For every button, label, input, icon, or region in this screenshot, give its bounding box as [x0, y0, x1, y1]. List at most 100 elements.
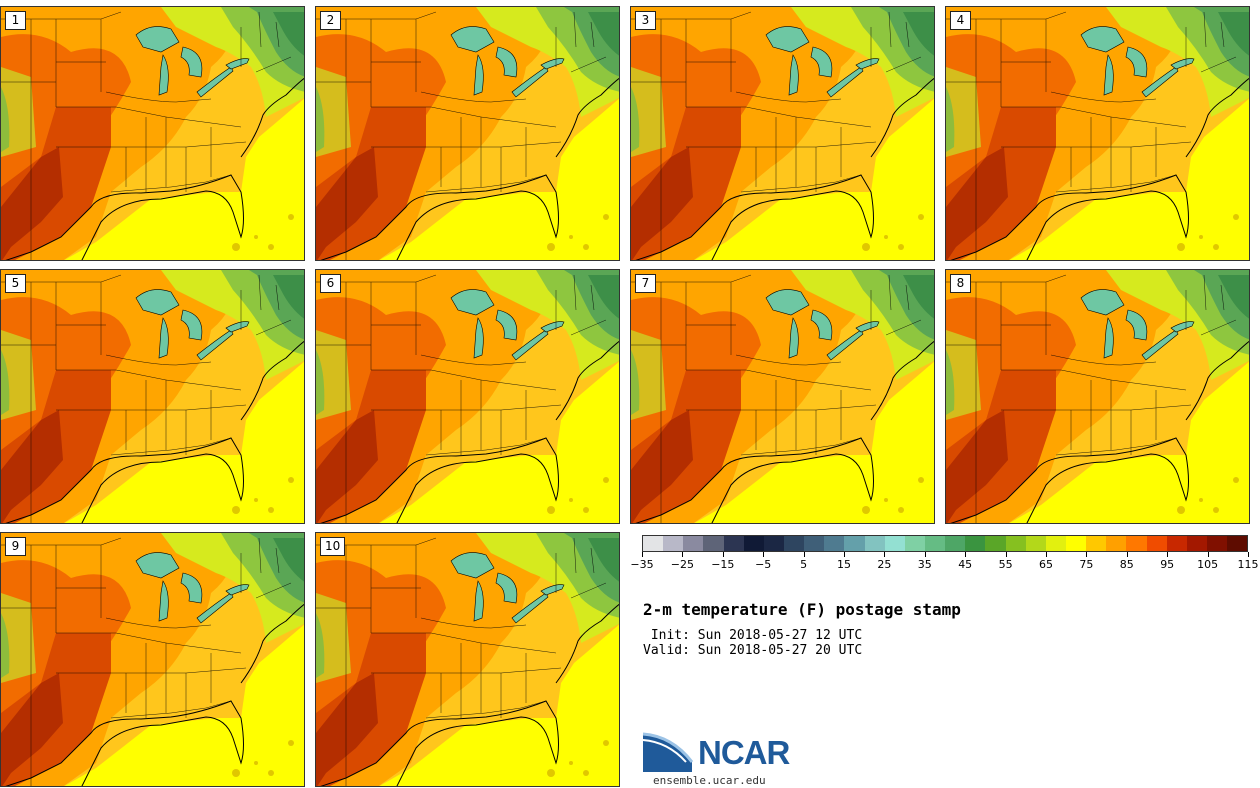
colorbar-tick-label: −35 — [630, 558, 654, 571]
colorbar-swatch — [864, 536, 885, 551]
colorbar-swatch — [884, 536, 905, 551]
temperature-map-7 — [631, 270, 934, 523]
colorbar-swatch — [824, 536, 845, 551]
colorbar-tick-label: −15 — [711, 558, 735, 571]
colorbar-tick-label: 45 — [958, 558, 973, 571]
member-label-9: 9 — [5, 537, 26, 556]
temperature-map-9 — [1, 533, 304, 786]
member-label-2: 2 — [320, 11, 341, 30]
colorbar-swatch — [1146, 536, 1167, 551]
colorbar-swatch — [985, 536, 1006, 551]
colorbar-swatch — [663, 536, 684, 551]
member-panel-6: 6 — [315, 269, 620, 524]
colorbar-swatch — [1126, 536, 1147, 551]
temperature-map-8 — [946, 270, 1249, 523]
colorbar-swatch — [1045, 536, 1066, 551]
member-panel-4: 4 — [945, 6, 1250, 261]
colorbar-tick — [965, 552, 967, 557]
colorbar-swatch — [924, 536, 946, 551]
colorbar-swatch — [904, 536, 925, 551]
colorbar-swatch — [965, 536, 986, 551]
colorbar-tick — [1046, 552, 1047, 557]
member-panel-5: 5 — [0, 269, 305, 524]
colorbar-tick — [924, 552, 926, 557]
colorbar-swatch — [804, 536, 825, 551]
colorbar-tick-label: 95 — [1160, 558, 1175, 571]
member-panel-3: 3 — [630, 6, 935, 261]
colorbar-tick-label: 15 — [837, 558, 851, 571]
colorbar-swatch — [1106, 536, 1127, 551]
colorbar-tick-label: 75 — [1079, 558, 1094, 571]
colorbar-tick-label: 5 — [800, 558, 808, 571]
member-label-3: 3 — [635, 11, 656, 30]
colorbar-swatch — [844, 536, 865, 551]
colorbar-tick — [844, 552, 845, 557]
member-panel-9: 9 — [0, 532, 305, 787]
temperature-map-1 — [1, 7, 304, 260]
colorbar-tick — [1005, 552, 1007, 557]
member-panel-10: 10 — [315, 532, 620, 787]
colorbar-tick-label: 105 — [1197, 558, 1219, 571]
valid-time: Valid: Sun 2018-05-27 20 UTC — [643, 643, 863, 658]
colorbar-swatch — [1186, 536, 1207, 551]
colorbar-swatch — [1227, 536, 1248, 551]
colorbar-swatch — [783, 536, 805, 551]
temperature-map-2 — [316, 7, 619, 260]
site-url: ensemble.ucar.edu — [653, 774, 766, 787]
colorbar-swatch — [743, 536, 764, 551]
colorbar-tick-label: 25 — [877, 558, 892, 571]
colorbar-tick — [1086, 552, 1088, 557]
colorbar-tick — [763, 552, 765, 557]
member-label-6: 6 — [320, 274, 341, 293]
colorbar-tick — [722, 552, 724, 557]
colorbar-tick — [1207, 552, 1209, 557]
colorbar-tick-label: −5 — [755, 558, 772, 571]
member-label-10: 10 — [320, 537, 346, 556]
colorbar-ticks: −35 −25 −15 −5 5 15 25 35 45 55 65 75 85 95 105 115 — [630, 552, 1259, 574]
colorbar-tick — [1126, 552, 1128, 557]
colorbar-swatch — [1005, 536, 1026, 551]
colorbar-swatch — [1206, 536, 1228, 551]
member-label-1: 1 — [5, 11, 26, 30]
temperature-map-6 — [316, 270, 619, 523]
colorbar-tick-label: 65 — [1039, 558, 1053, 571]
colorbar-swatch — [1065, 536, 1087, 551]
colorbar-swatch — [643, 536, 664, 551]
colorbar-swatch — [1166, 536, 1187, 551]
colorbar-swatch — [763, 536, 784, 551]
colorbar-tick — [803, 552, 805, 557]
colorbar-swatch — [723, 536, 744, 551]
member-label-8: 8 — [950, 274, 971, 293]
colorbar-tick-label: 35 — [917, 558, 932, 571]
ncar-logo-icon — [642, 732, 694, 772]
colorbar-swatch — [1025, 536, 1046, 551]
temperature-map-5 — [1, 270, 304, 523]
colorbar-tick — [642, 552, 643, 557]
colorbar-swatch — [1086, 536, 1107, 551]
figure-title: 2-m temperature (F) postage stamp — [643, 600, 961, 619]
member-label-4: 4 — [950, 11, 971, 30]
colorbar-swatch — [945, 536, 966, 551]
colorbar-tick — [884, 552, 886, 557]
temperature-map-4 — [946, 7, 1249, 260]
colorbar-tick-label: 115 — [1237, 558, 1259, 571]
colorbar-tick-label: 85 — [1119, 558, 1134, 571]
colorbar-swatch — [703, 536, 724, 551]
member-panel-1: 1 — [0, 6, 305, 261]
colorbar-tick — [682, 552, 684, 557]
member-panel-2: 2 — [315, 6, 620, 261]
temperature-map-3 — [631, 7, 934, 260]
member-label-5: 5 — [5, 274, 26, 293]
colorbar-tick-label: 55 — [998, 558, 1013, 571]
logo-wordmark: NCAR — [698, 734, 790, 771]
init-time: Init: Sun 2018-05-27 12 UTC — [643, 628, 863, 643]
colorbar-tick — [1248, 552, 1249, 557]
member-label-7: 7 — [635, 274, 656, 293]
temperature-map-10 — [316, 533, 619, 786]
colorbar-swatch — [683, 536, 704, 551]
member-panel-7: 7 — [630, 269, 935, 524]
colorbar-tick — [1167, 552, 1169, 557]
colorbar-tick-label: −25 — [670, 558, 694, 571]
temperature-colorbar — [642, 535, 1248, 552]
member-panel-8: 8 — [945, 269, 1250, 524]
